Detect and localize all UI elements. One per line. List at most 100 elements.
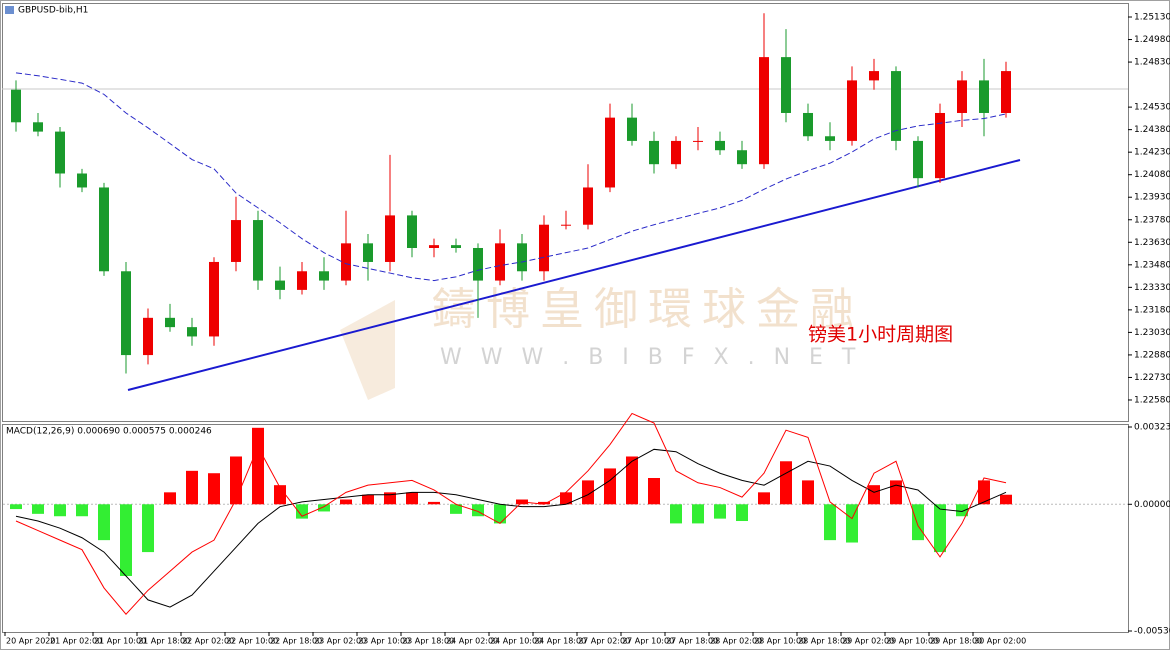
candle-body — [451, 245, 461, 248]
watermark-url: W W W . B I B F X . N E T — [440, 345, 861, 370]
candle-body — [209, 261, 219, 337]
candle-body — [253, 220, 263, 281]
histogram-bar — [252, 427, 264, 505]
candle-body — [363, 243, 373, 262]
candle-body — [891, 71, 901, 141]
histogram-bar — [978, 480, 990, 505]
histogram-bar — [472, 504, 484, 517]
x-tick-label: 28 Apr 18:00 — [798, 637, 850, 646]
histogram-bar — [692, 504, 704, 524]
candle-body — [539, 224, 549, 272]
candle-body — [121, 271, 131, 356]
histogram-bar — [824, 504, 836, 541]
candle-body — [605, 117, 615, 188]
x-tick-label: 30 Apr 02:00 — [974, 637, 1026, 646]
y-tick-label: 0.000000 — [1134, 500, 1170, 510]
histogram-bar — [450, 504, 462, 514]
candle-body — [847, 80, 857, 141]
histogram-bar — [868, 485, 880, 505]
histogram-bar — [780, 461, 792, 505]
candle-body — [407, 215, 417, 248]
y-tick-label: 1.23180 — [1134, 305, 1170, 315]
y-tick-label: 1.24530 — [1134, 103, 1170, 113]
x-tick-label: 29 Apr 02:00 — [842, 637, 894, 646]
x-tick-label: 21 Apr 02:00 — [50, 637, 102, 646]
histogram-bar — [714, 504, 726, 519]
signal-line — [15, 448, 1007, 608]
histogram-bar — [98, 504, 110, 541]
candle-body — [319, 271, 329, 281]
candle-body — [737, 150, 747, 165]
histogram-bar — [208, 473, 220, 505]
candle-body — [869, 71, 879, 81]
histogram-bar — [76, 504, 88, 517]
macd-panel — [2, 424, 1129, 633]
candle-body — [935, 112, 945, 179]
histogram-bar — [274, 485, 286, 505]
histogram-bar — [318, 504, 330, 512]
candle-body — [275, 280, 285, 290]
y-tick-label: 1.22730 — [1134, 373, 1170, 383]
candle-body — [143, 317, 153, 356]
histogram-bar — [428, 501, 440, 505]
candle-body — [517, 243, 527, 272]
candle-body — [693, 140, 703, 142]
histogram-bar — [186, 470, 198, 505]
y-tick-label: 1.23630 — [1134, 238, 1170, 248]
x-tick-label: 23 Apr 18:00 — [402, 637, 454, 646]
candle-body — [957, 80, 967, 113]
trend-line — [127, 159, 1021, 391]
candle-body — [913, 140, 923, 179]
x-tick-label: 22 Apr 02:00 — [182, 637, 234, 646]
candle-body — [759, 57, 769, 165]
moving-average — [15, 72, 1007, 282]
histogram-bar — [956, 504, 968, 517]
x-tick-label: 27 Apr 18:00 — [666, 637, 718, 646]
x-tick-label: 28 Apr 02:00 — [710, 637, 762, 646]
candle-body — [1001, 71, 1011, 113]
candle-body — [473, 247, 483, 281]
x-tick-label: 21 Apr 18:00 — [138, 637, 190, 646]
candle-body — [825, 136, 835, 141]
histogram-bar — [670, 504, 682, 524]
x-tick-label: 22 Apr 10:00 — [226, 637, 278, 646]
y-tick-label: 1.24380 — [1134, 125, 1170, 135]
x-tick-label: 24 Apr 18:00 — [534, 637, 586, 646]
y-tick-label: 1.23780 — [1134, 215, 1170, 225]
y-tick-label: 1.24830 — [1134, 58, 1170, 68]
histogram-bar — [846, 504, 858, 543]
candle-body — [55, 131, 65, 174]
candle-body — [341, 243, 351, 281]
candle-body — [231, 220, 241, 262]
y-tick-label: 1.25130 — [1134, 13, 1170, 23]
y-tick-label: -0.005302 — [1134, 627, 1170, 637]
chart-title: GBPUSD-bib,H1 — [18, 6, 88, 16]
candle-body — [187, 327, 197, 337]
y-tick-label: 1.23480 — [1134, 260, 1170, 270]
x-tick-label: 24 Apr 02:00 — [446, 637, 498, 646]
histogram-bar — [230, 456, 242, 505]
histogram-bar — [164, 492, 176, 505]
candle-body — [297, 271, 307, 290]
histogram-bar — [10, 504, 22, 510]
x-tick-label: 27 Apr 02:00 — [578, 637, 630, 646]
candle-body — [495, 243, 505, 281]
candle-body — [803, 112, 813, 137]
x-tick-label: 20 Apr 2020 — [6, 637, 55, 646]
histogram-bar — [362, 494, 374, 505]
x-tick-label: 23 Apr 02:00 — [314, 637, 366, 646]
y-tick-label: 1.24230 — [1134, 148, 1170, 158]
price-panel — [2, 3, 1129, 422]
x-tick-label: 29 Apr 10:00 — [886, 637, 938, 646]
y-tick-label: 1.22580 — [1134, 395, 1170, 405]
candle-body — [781, 57, 791, 113]
candle-body — [561, 224, 571, 226]
histogram-bar — [802, 480, 814, 505]
histogram-bar — [340, 499, 352, 505]
candle-body — [429, 245, 439, 248]
histogram-bar — [890, 480, 902, 505]
macd-title: MACD(12,26,9) 0.000690 0.000575 0.000246 — [6, 427, 212, 437]
histogram-bar — [120, 504, 132, 576]
candle-body — [77, 173, 87, 188]
